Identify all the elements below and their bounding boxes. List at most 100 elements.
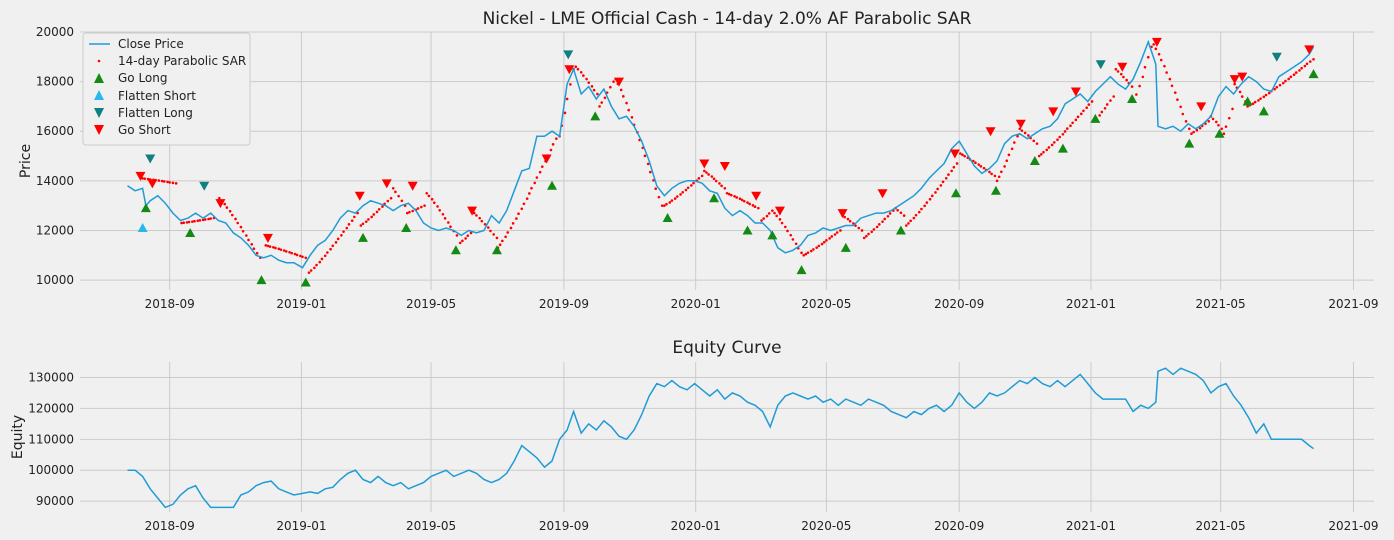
flatten-short-marker [137, 222, 148, 232]
sar-dot [800, 251, 803, 255]
sar-dot [627, 108, 631, 112]
sar-dot [236, 221, 239, 225]
sar-dot [174, 182, 178, 185]
sar-dot [730, 193, 733, 197]
y-tick-label: 12000 [36, 223, 74, 237]
sar-dot [1058, 135, 1061, 139]
sar-dot [886, 214, 890, 218]
sar-dot [1105, 103, 1109, 106]
sar-dot [1184, 120, 1188, 123]
x-tick-label: 2020-01 [671, 519, 721, 533]
go-short-marker [949, 149, 960, 159]
sar-dot [1141, 75, 1145, 79]
sar-dot [1056, 138, 1059, 142]
sar-dot [475, 214, 478, 217]
x-tick-label: 2019-01 [276, 297, 326, 311]
sar-dot [411, 209, 414, 213]
go-short-marker [719, 161, 730, 171]
sar-dot [1224, 125, 1228, 128]
sar-dot [865, 234, 868, 238]
sar-dot [525, 197, 529, 200]
sar-dot [703, 169, 706, 173]
sar-dot [765, 214, 769, 218]
sar-dot [1063, 130, 1067, 133]
sar-dot [649, 170, 652, 174]
sar-dot [495, 236, 499, 240]
sar-dot [936, 187, 939, 191]
y-tick-label: 90000 [36, 494, 74, 508]
flatten-long-marker [1271, 52, 1282, 62]
sar-dot [993, 174, 997, 178]
sar-dot [228, 209, 232, 213]
sar-dot [1100, 110, 1104, 114]
sar-dot [420, 205, 423, 209]
sar-dot [990, 172, 993, 176]
sar-dot [466, 234, 470, 238]
equity-chart-title: Equity Curve [672, 338, 781, 358]
sar-dot [353, 215, 356, 219]
sar-dot [1071, 121, 1074, 125]
sar-dot [432, 201, 436, 205]
sar-dot [784, 225, 787, 229]
go-long-marker [590, 111, 601, 121]
sar-dot [757, 206, 760, 210]
sar-dot [469, 231, 473, 235]
legend-flatten-long-label: Flatten Long [118, 106, 193, 120]
sar-dot [622, 95, 625, 98]
sar-dot [794, 242, 798, 246]
x-tick-label: 2020-05 [801, 297, 851, 311]
sar-dot [372, 213, 376, 216]
sar-dot [815, 246, 818, 249]
legend-entry-go-long: Go Long [94, 71, 168, 85]
go-long-marker [1242, 96, 1253, 106]
sar-dot [673, 197, 677, 200]
sar-dot [1027, 134, 1030, 137]
sar-dot [751, 204, 755, 207]
go-short-marker [613, 77, 624, 87]
sar-dot [775, 214, 778, 218]
legend-box [82, 32, 251, 146]
sar-dot [370, 215, 373, 219]
x-tick-label: 2018-09 [145, 519, 195, 533]
sar-dot [400, 199, 404, 203]
sar-dot [727, 192, 731, 196]
y-tick-label: 18000 [36, 75, 74, 89]
sar-dot [1119, 72, 1123, 76]
legend-sar-swatch [97, 59, 101, 63]
sar-dot [883, 217, 886, 221]
sar-dot [947, 173, 950, 176]
sar-dot [438, 208, 441, 212]
go-short-marker [381, 179, 392, 189]
sar-dot [1294, 71, 1298, 74]
sar-dot [1037, 154, 1041, 158]
sar-dot [1215, 120, 1218, 124]
sar-dot [530, 186, 533, 190]
sar-dot [1069, 124, 1072, 128]
sar-dot [315, 263, 318, 267]
sar-dot [944, 176, 948, 180]
sar-dot [857, 226, 861, 230]
sar-dot [1112, 95, 1115, 98]
sar-dot [833, 233, 837, 236]
sar-dot [483, 222, 487, 226]
go-long-marker [256, 275, 267, 285]
go-short-marker [1196, 102, 1207, 112]
y-tick-label: 20000 [36, 25, 74, 39]
sar-dot [533, 181, 537, 185]
sar-dot [1170, 84, 1174, 88]
sar-dot [447, 221, 450, 224]
sar-dot [643, 154, 647, 158]
sar-dot [313, 266, 316, 270]
sar-dot [535, 176, 539, 179]
legend-flatten-short-label: Flatten Short [118, 89, 196, 103]
sar-dot [955, 162, 959, 165]
sar-dot [1010, 147, 1014, 151]
sar-dot [1305, 62, 1309, 66]
sar-dot [963, 154, 966, 158]
sar-dot [705, 171, 708, 174]
sar-dot [1079, 112, 1083, 116]
sar-dot [209, 217, 212, 220]
sar-dot [830, 235, 834, 238]
sar-dot [692, 181, 695, 185]
